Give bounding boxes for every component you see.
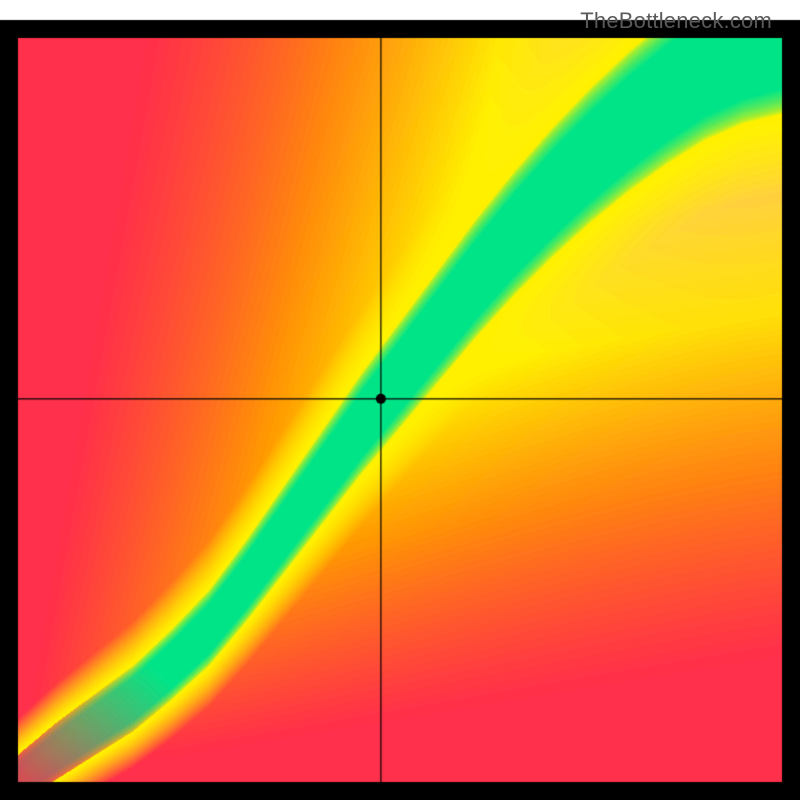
- heatmap-canvas: [0, 0, 800, 800]
- bottleneck-heatmap-container: TheBottleneck.com: [0, 0, 800, 800]
- watermark-text: TheBottleneck.com: [580, 8, 772, 34]
